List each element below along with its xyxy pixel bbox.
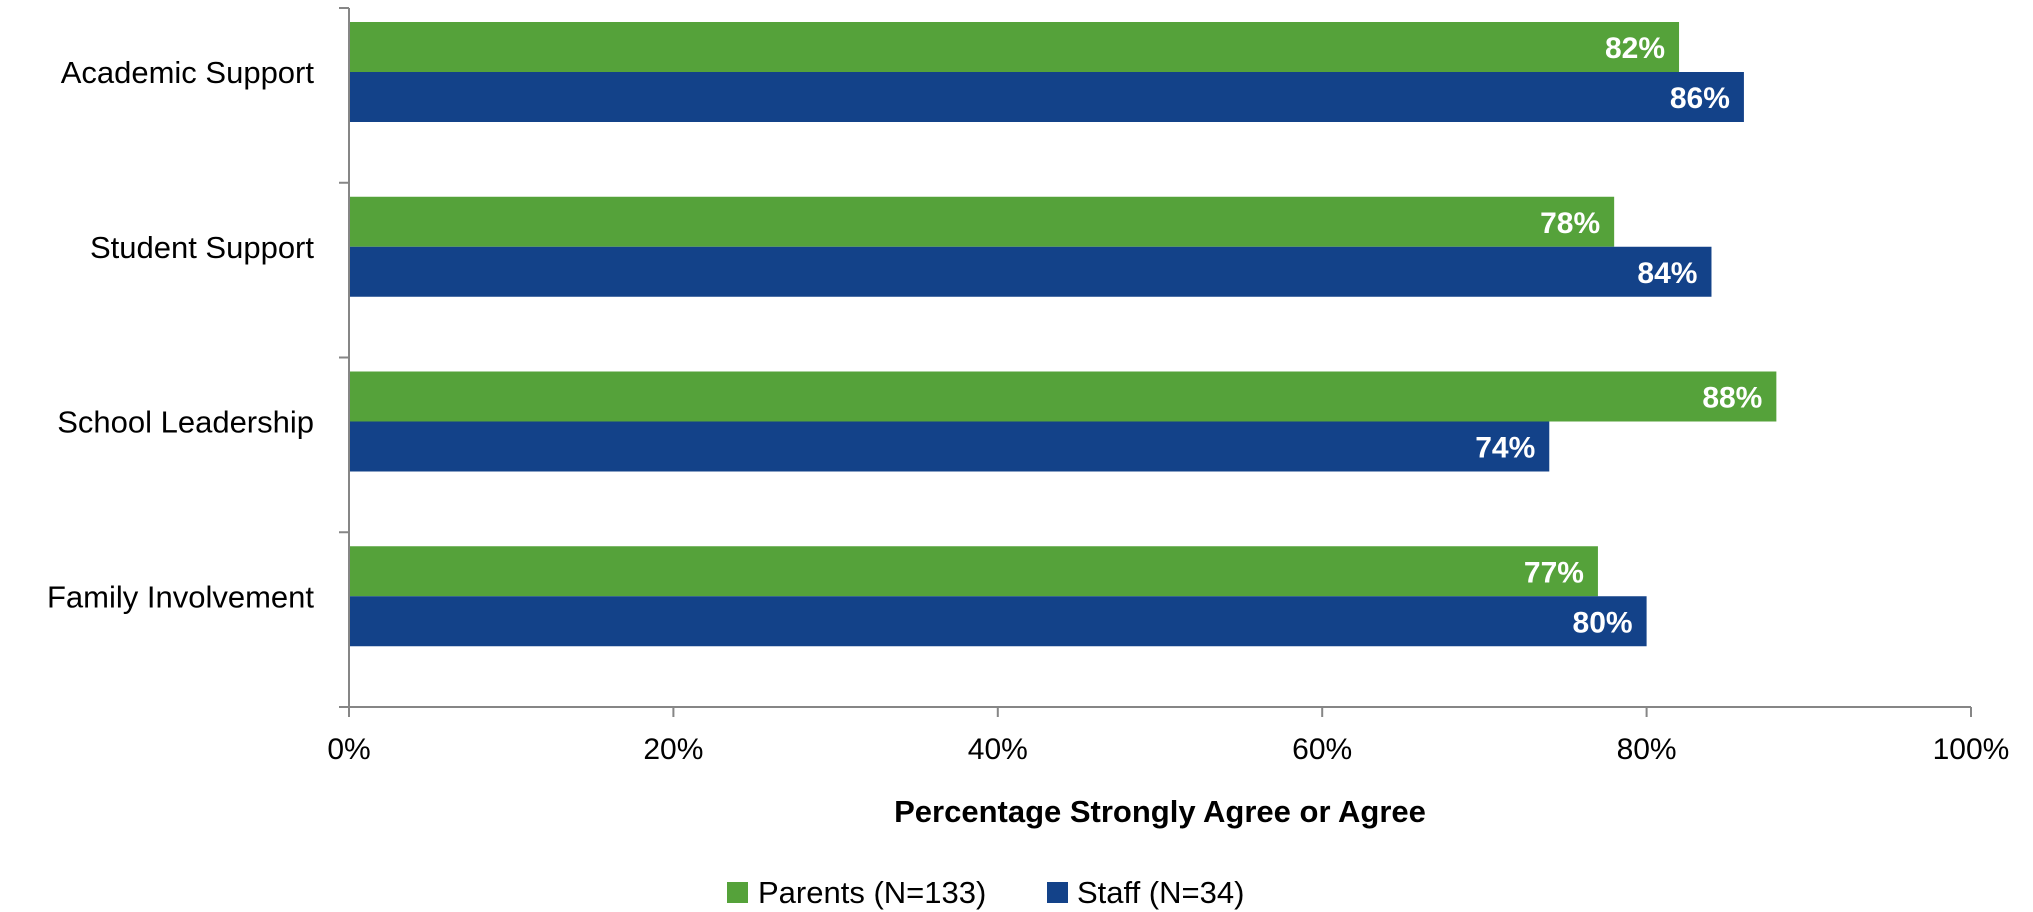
x-tick-label-40: 40% (968, 733, 1028, 766)
x-tick-label-60: 60% (1292, 733, 1352, 766)
legend-swatch-series-0 (727, 882, 748, 903)
bar-school-leadership-series-1 (349, 421, 1550, 472)
bar-family-involvement-series-1 (349, 596, 1647, 647)
data-label-student-support-series-1: 84% (1637, 257, 1697, 290)
category-label-school-leadership: School Leadership (57, 405, 314, 440)
axes-group (339, 7, 1972, 717)
data-label-academic-support-series-0: 82% (1605, 32, 1665, 65)
data-labels-group: 82%86% 78% 84% 88% 74% 77% 80% (1475, 32, 1762, 639)
category-label-academic-support: Academic Support (61, 55, 315, 90)
x-tick-labels-group: 0% 20% 40% 60% 80% 100% (327, 733, 2009, 766)
bar-school-leadership-series-0 (349, 371, 1777, 422)
x-axis-label: Percentage Strongly Agree or Agree (894, 794, 1426, 829)
data-label-school-leadership-series-1: 74% (1475, 432, 1535, 465)
legend-swatch-series-1 (1047, 882, 1068, 903)
legend: Parents (N=133) Staff (N=34) (727, 875, 1244, 910)
bar-academic-support-series-1 (349, 72, 1744, 122)
legend-label-series-0: Parents (N=133) (758, 875, 986, 910)
x-tick-label-80: 80% (1617, 733, 1677, 766)
x-tick-label-20: 20% (643, 733, 703, 766)
bar-student-support-series-1 (349, 246, 1712, 297)
bar-family-involvement-series-0 (349, 546, 1598, 597)
category-label-student-support: Student Support (90, 230, 314, 265)
x-tick-label-100: 100% (1933, 733, 2010, 766)
bars-group (349, 22, 1777, 647)
legend-label-series-1: Staff (N=34) (1077, 875, 1244, 910)
category-labels-group: Academic Support Student Support School Le… (47, 55, 314, 614)
data-label-student-support-series-0: 78% (1540, 207, 1600, 240)
data-label-family-involvement-series-1: 80% (1573, 606, 1633, 639)
data-label-academic-support-series-1: 86% (1670, 82, 1730, 115)
bar-academic-support-series-0 (349, 22, 1680, 72)
category-label-family-involvement: Family Involvement (47, 579, 314, 614)
data-label-school-leadership-series-0: 88% (1702, 382, 1762, 415)
x-tick-label-0: 0% (327, 733, 370, 766)
data-label-family-involvement-series-0: 77% (1524, 556, 1584, 589)
bar-student-support-series-0 (349, 196, 1615, 247)
